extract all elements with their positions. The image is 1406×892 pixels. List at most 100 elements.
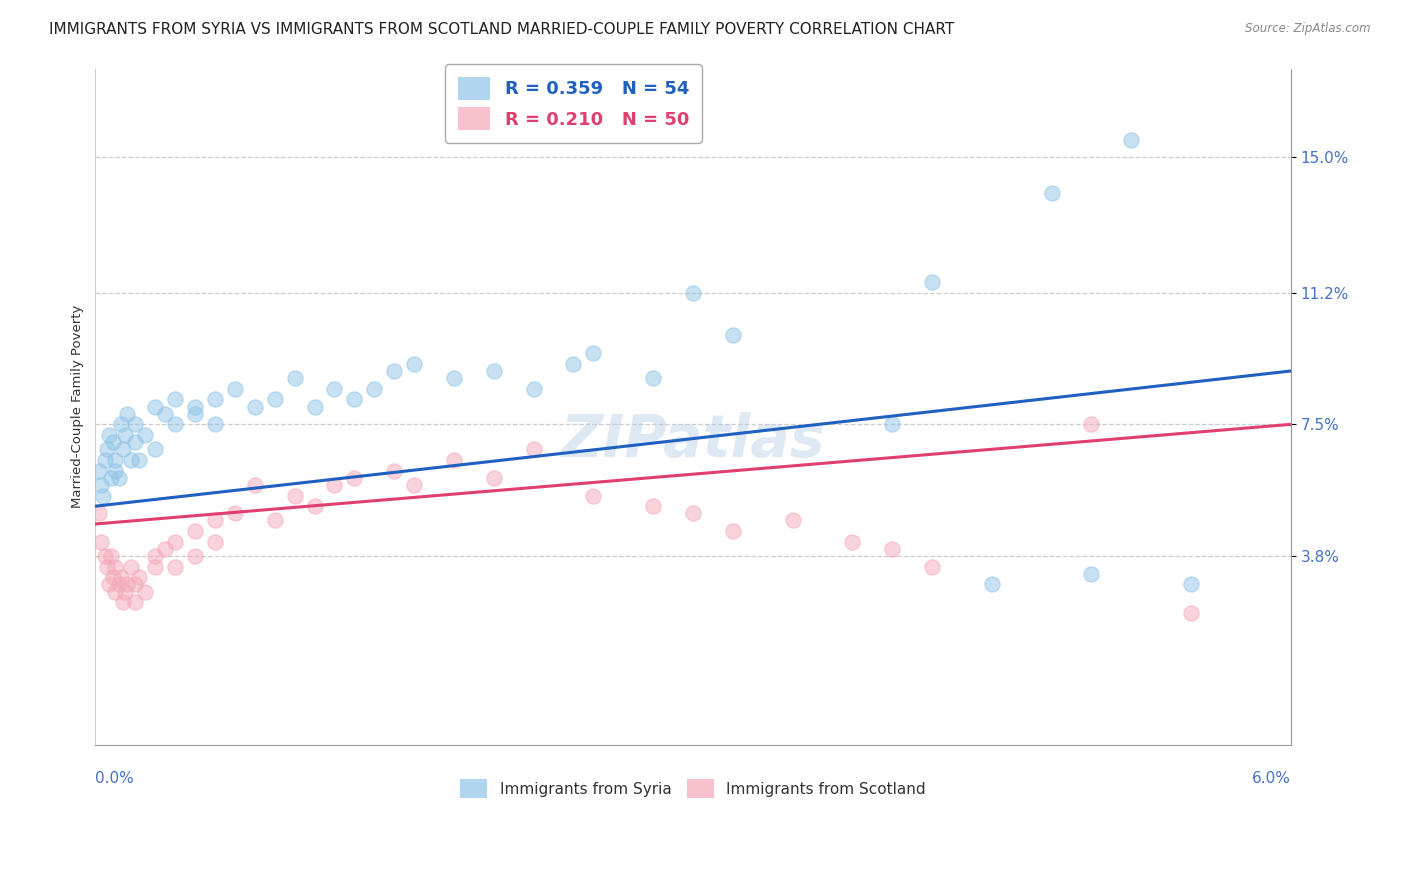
Point [682,285,704,300]
Point [128,570,150,584]
Point [115,577,138,591]
Point [343,471,366,485]
Point [128,453,150,467]
Point [112,442,135,457]
Point [224,506,246,520]
Point [98,577,121,591]
Point [721,524,744,538]
Point [96,559,118,574]
Point [184,524,207,538]
Point [323,382,346,396]
Point [921,275,943,289]
Text: 0.0%: 0.0% [96,772,134,787]
Point [90,478,112,492]
Point [323,478,346,492]
Point [89,464,111,478]
Legend: Immigrants from Syria, Immigrants from Scotland: Immigrants from Syria, Immigrants from S… [454,772,932,805]
Point [100,471,122,485]
Point [100,549,122,563]
Point [134,584,156,599]
Point [404,357,426,371]
Point [184,549,207,563]
Point [104,559,127,574]
Point [91,489,114,503]
Point [1180,577,1202,591]
Point [110,570,132,584]
Point [284,489,307,503]
Point [104,584,127,599]
Point [443,453,465,467]
Point [143,442,166,457]
Point [582,346,605,360]
Point [304,499,326,513]
Point [112,595,135,609]
Point [224,382,246,396]
Point [1040,186,1063,200]
Point [1080,566,1102,581]
Point [108,577,131,591]
Point [643,499,665,513]
Point [120,453,142,467]
Point [153,407,176,421]
Point [114,584,136,599]
Point [163,559,186,574]
Point [404,478,426,492]
Point [115,407,138,421]
Point [582,489,605,503]
Point [204,513,226,527]
Text: Source: ZipAtlas.com: Source: ZipAtlas.com [1246,22,1371,36]
Point [523,442,546,457]
Point [1121,133,1143,147]
Point [184,400,207,414]
Point [104,464,127,478]
Point [204,534,226,549]
Point [143,549,166,563]
Point [841,534,863,549]
Text: ZIPatlas: ZIPatlas [561,412,825,469]
Point [89,506,111,520]
Point [682,506,704,520]
Point [343,392,366,407]
Point [721,328,744,343]
Point [104,453,127,467]
Point [163,392,186,407]
Point [124,595,146,609]
Point [882,417,904,432]
Point [284,371,307,385]
Point [204,392,226,407]
Point [163,534,186,549]
Point [782,513,804,527]
Point [120,559,142,574]
Point [103,570,125,584]
Point [243,400,266,414]
Point [143,559,166,574]
Point [90,534,112,549]
Point [114,428,136,442]
Point [443,371,465,385]
Point [263,392,285,407]
Point [882,541,904,556]
Point [263,513,285,527]
Point [94,453,117,467]
Point [204,417,226,432]
Point [243,478,266,492]
Point [98,428,121,442]
Point [382,464,405,478]
Point [363,382,385,396]
Point [643,371,665,385]
Point [1080,417,1102,432]
Point [562,357,585,371]
Point [94,549,117,563]
Point [163,417,186,432]
Point [523,382,546,396]
Point [382,364,405,378]
Point [1180,606,1202,620]
Point [921,559,943,574]
Point [124,435,146,450]
Point [143,400,166,414]
Point [134,428,156,442]
Point [124,577,146,591]
Point [108,471,131,485]
Point [103,435,125,450]
Text: 6.0%: 6.0% [1251,772,1291,787]
